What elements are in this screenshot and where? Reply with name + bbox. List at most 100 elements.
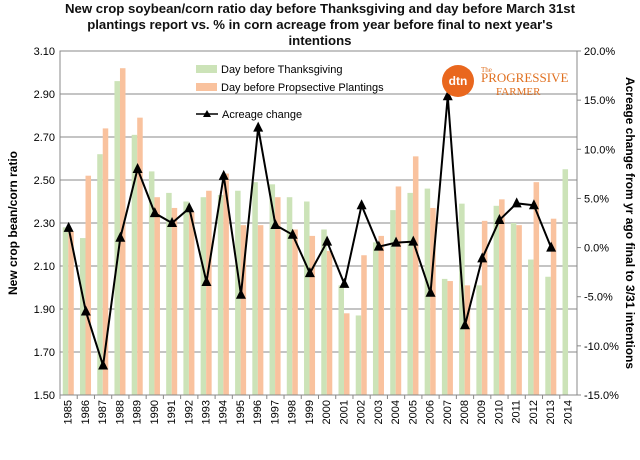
right-tick-label: -10.0% [584, 341, 619, 353]
dtn-logo-text: dtn [449, 74, 468, 88]
x-tick-label: 2012 [528, 400, 540, 424]
x-axis-ticks: 1985 1986 1987 1988 1989 1990 1991 1992 1993 1994… [59, 395, 574, 424]
right-tick-label: -15.0% [584, 390, 619, 402]
acreage-point [218, 169, 229, 180]
x-tick-label: 1991 [166, 400, 178, 424]
chart-title: New crop soybean/corn ratio day before T… [64, 1, 576, 48]
left-tick-label: 2.70 [34, 132, 55, 144]
legend-swatch-thanksgiving [196, 65, 217, 73]
bar-plantings [206, 190, 212, 395]
bar-thanksgiving [441, 278, 448, 395]
bar-plantings [257, 225, 264, 395]
bar-plantings [550, 218, 557, 395]
bar-plantings [171, 207, 178, 395]
bar-thanksgiving [183, 201, 189, 395]
x-tick-label: 1995 [235, 400, 247, 424]
acreage-point [235, 288, 246, 299]
x-tick-label: 1999 [304, 400, 316, 424]
legend-label-plantings: Day before Propsective Plantings [221, 82, 384, 94]
acreage-point [546, 241, 557, 252]
acreage-point [373, 240, 384, 251]
x-tick-label: 2010 [493, 400, 505, 424]
legend: Day before Thanksgiving Day before Props… [196, 64, 384, 121]
x-tick-label: 2014 [562, 400, 574, 424]
x-tick-label: 1992 [183, 400, 195, 424]
x-tick-label: 2006 [425, 400, 437, 424]
acreage-point [167, 217, 178, 227]
logo-name-line2: FARMER [496, 86, 541, 98]
right-tick-label: 10.0% [584, 144, 615, 156]
acreage-point [184, 202, 195, 213]
bar-plantings [533, 182, 540, 395]
acreage-line [63, 90, 557, 370]
bar-thanksgiving [424, 188, 431, 395]
right-tick-label: 20.0% [584, 46, 615, 58]
acreage-point [356, 199, 367, 210]
legend-label-acreage: Acreage change [222, 109, 302, 121]
acreage-point [98, 359, 109, 370]
bar-thanksgiving [510, 223, 517, 395]
acreage-point [442, 90, 453, 101]
bar-thanksgiving [200, 197, 207, 395]
left-tick-label: 1.50 [34, 390, 55, 402]
bar-thanksgiving [286, 197, 293, 395]
bar-thanksgiving [338, 285, 345, 395]
x-tick-label: 1993 [200, 400, 212, 424]
bar-plantings [361, 255, 367, 395]
bar-thanksgiving [62, 227, 69, 395]
bar-plantings [344, 313, 350, 395]
x-tick-label: 2011 [511, 400, 523, 424]
bar-plantings [240, 225, 247, 395]
acreage-point [115, 231, 126, 242]
logo-prefix: The [481, 66, 492, 74]
x-tick-label: 1996 [252, 400, 264, 424]
x-tick-label: 2013 [545, 400, 557, 424]
acreage-point [477, 252, 488, 263]
bar-thanksgiving [372, 242, 379, 395]
bar-plantings [447, 281, 453, 395]
acreage-point [339, 277, 350, 288]
bar-plantings [85, 175, 92, 395]
bar-plantings [430, 207, 436, 395]
left-tick-label: 1.90 [34, 304, 55, 316]
left-tick-label: 1.70 [34, 347, 55, 359]
logo-name-line1: PROGRESSIVE [481, 70, 568, 85]
bar-plantings [102, 128, 109, 395]
x-tick-label: 2005 [407, 400, 419, 424]
acreage-point [391, 236, 402, 247]
bar-thanksgiving [528, 259, 534, 395]
right-tick-label: 0.0% [584, 243, 609, 255]
bar-plantings [412, 156, 419, 395]
bar-plantings [378, 235, 384, 395]
bar-plantings [154, 197, 160, 395]
x-tick-label: 1998 [287, 400, 299, 424]
x-tick-label: 1997 [269, 400, 281, 424]
x-tick-label: 2000 [321, 400, 333, 424]
x-tick-label: 2003 [373, 400, 385, 424]
bar-plantings [223, 173, 229, 395]
bar-thanksgiving [493, 205, 500, 395]
acreage-point [408, 235, 419, 246]
x-tick-label: 1994 [218, 400, 230, 424]
bar-thanksgiving [269, 184, 276, 395]
left-tick-label: 2.10 [34, 261, 55, 273]
x-tick-label: 1990 [149, 400, 161, 424]
acreage-point [459, 319, 470, 330]
bar-thanksgiving [235, 190, 241, 395]
acreage-point [253, 121, 264, 132]
dtn-logo-circle [442, 65, 474, 97]
right-tick-label: 15.0% [584, 95, 615, 107]
acreage-point [528, 199, 539, 210]
x-tick-label: 1988 [114, 400, 126, 424]
bar-plantings [275, 197, 281, 395]
legend-label-thanksgiving: Day before Thanksgiving [221, 64, 342, 76]
bar-plantings [292, 229, 298, 395]
bar-thanksgiving [304, 201, 310, 395]
bar-thanksgiving [407, 192, 413, 395]
x-tick-label: 1986 [80, 400, 92, 424]
bar-thanksgiving [131, 134, 138, 395]
bar-plantings [309, 235, 316, 395]
right-axis-title: Acreage change from yr ago final to 3/31… [623, 77, 637, 369]
bars [62, 68, 569, 396]
